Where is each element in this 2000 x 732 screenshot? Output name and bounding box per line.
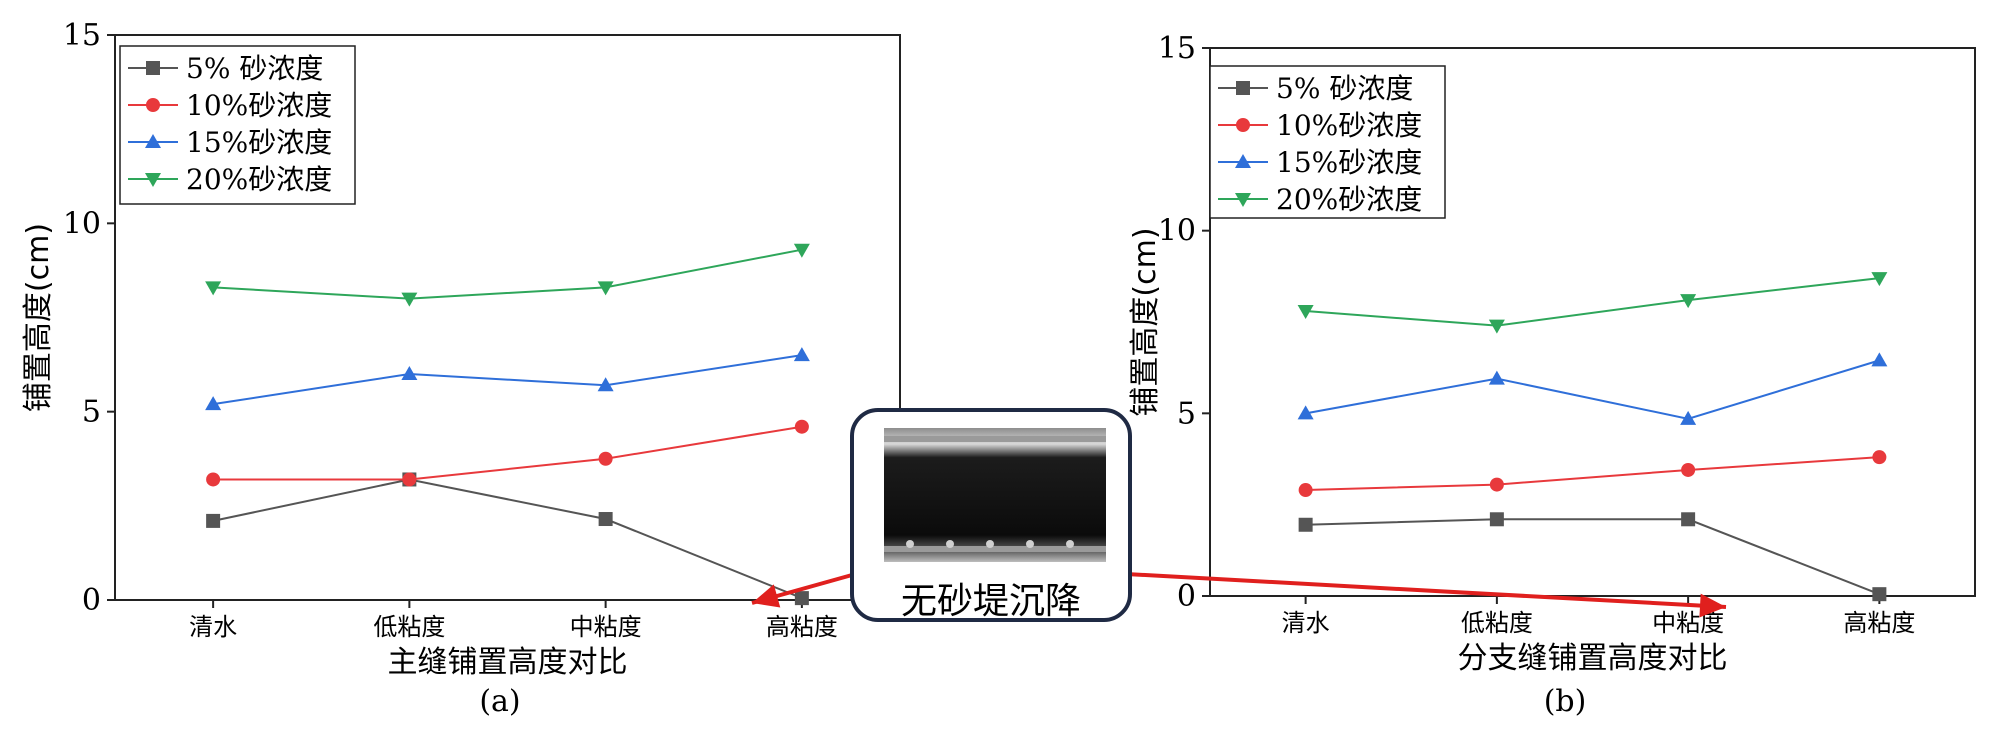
inset-label: 无砂堤沉降 <box>900 581 1081 622</box>
x-tick-label: 高粘度 <box>766 613 838 641</box>
y-axis-label: 铺置高度(cm) <box>21 223 56 412</box>
data-point-s1-1 <box>206 513 221 528</box>
legend-marker <box>145 134 161 148</box>
data-point-s4-1 <box>205 281 222 296</box>
data-point-s2-4 <box>794 419 809 434</box>
data-point-s2-3 <box>1681 462 1696 477</box>
x-axis-label: 主缝铺置高度对比 <box>388 645 628 680</box>
y-tick-label: 15 <box>63 18 101 53</box>
data-point-s3-1 <box>1297 405 1314 420</box>
legend-label: 10%砂浓度 <box>1276 109 1422 142</box>
data-point-s4-3 <box>1680 294 1697 309</box>
y-tick-label: 10 <box>1158 214 1196 249</box>
x-tick-label: 高粘度 <box>1843 609 1915 637</box>
inset-photo <box>884 428 1106 562</box>
data-point-s4-2 <box>401 292 418 307</box>
series-line-3 <box>212 354 803 406</box>
caption-a: (a) <box>479 684 521 719</box>
data-point-s2-1 <box>1298 483 1313 498</box>
data-point-s1-3 <box>1681 512 1696 527</box>
data-point-s1-4 <box>794 591 809 606</box>
data-point-s3-2 <box>1488 370 1505 385</box>
data-point-s2-2 <box>402 472 417 487</box>
x-tick-label: 清水 <box>189 613 237 641</box>
series-line-4 <box>213 248 803 300</box>
series-line-1 <box>212 478 803 600</box>
data-point-s4-4 <box>793 243 810 258</box>
inset-callout: 无砂堤沉降 <box>850 408 1132 622</box>
arrow-right-head <box>1699 593 1726 618</box>
data-point-s2-2 <box>1489 477 1504 492</box>
y-axis-label: 铺置高度(cm) <box>1128 227 1163 416</box>
data-point-s2-1 <box>206 472 221 487</box>
arrow-right <box>1089 570 1727 609</box>
y-tick-label: 5 <box>82 395 101 430</box>
data-point-s3-1 <box>205 396 222 411</box>
data-point-s2-4 <box>1872 450 1887 465</box>
legend-marker <box>1235 154 1251 168</box>
y-tick-label: 0 <box>82 583 101 618</box>
x-tick-label: 低粘度 <box>373 613 445 641</box>
annotation-arrows <box>751 570 1727 618</box>
legend-marker <box>1236 81 1250 95</box>
legend-marker <box>1235 193 1251 207</box>
series-line-2 <box>213 425 803 481</box>
data-point-s3-3 <box>1680 410 1697 425</box>
y-tick-label: 10 <box>63 206 101 241</box>
legend-label: 15%砂浓度 <box>1276 146 1422 179</box>
y-tick-label: 15 <box>1158 31 1196 66</box>
legend-marker <box>1236 118 1250 132</box>
x-tick-label: 清水 <box>1282 609 1330 637</box>
legend-label: 5% 砂浓度 <box>1276 72 1413 105</box>
legend-label: 20%砂浓度 <box>1276 183 1422 216</box>
legend-marker <box>145 173 161 187</box>
data-point-s4-2 <box>1488 319 1505 334</box>
caption-b: (b) <box>1543 684 1587 719</box>
arrow-left-head <box>752 584 781 608</box>
data-point-s3-4 <box>1871 352 1888 367</box>
plot-frame <box>1209 47 1976 597</box>
legend-marker <box>146 61 160 75</box>
series-line-2 <box>1305 456 1880 492</box>
plot-frame <box>114 34 901 601</box>
data-point-s3-3 <box>597 377 614 392</box>
data-point-s3-2 <box>401 366 418 380</box>
data-point-s1-4 <box>1872 587 1887 602</box>
legend-label: 20%砂浓度 <box>186 163 332 196</box>
y-tick-label: 0 <box>1177 579 1196 614</box>
x-tick-label: 低粘度 <box>1461 609 1533 637</box>
data-point-s4-4 <box>1871 272 1888 287</box>
data-point-s4-3 <box>597 281 614 296</box>
data-point-s3-4 <box>793 347 810 362</box>
legend-label: 5% 砂浓度 <box>186 52 323 85</box>
y-tick-label: 5 <box>1177 396 1196 431</box>
data-point-s4-1 <box>1297 305 1314 320</box>
x-axis-label: 分支缝铺置高度对比 <box>1458 641 1728 676</box>
data-point-s2-3 <box>598 451 613 466</box>
legend-marker <box>146 98 160 112</box>
x-tick-label: 中粘度 <box>1652 609 1724 637</box>
series-line-4 <box>1305 277 1880 327</box>
legend-label: 15%砂浓度 <box>186 126 332 159</box>
x-tick-label: 中粘度 <box>570 613 642 641</box>
data-point-s1-3 <box>598 512 613 527</box>
legend-label: 10%砂浓度 <box>186 89 332 122</box>
series-line-1 <box>1305 518 1880 596</box>
series-line-3 <box>1305 359 1880 420</box>
data-point-s1-2 <box>1489 512 1504 527</box>
data-point-s1-1 <box>1298 517 1313 532</box>
